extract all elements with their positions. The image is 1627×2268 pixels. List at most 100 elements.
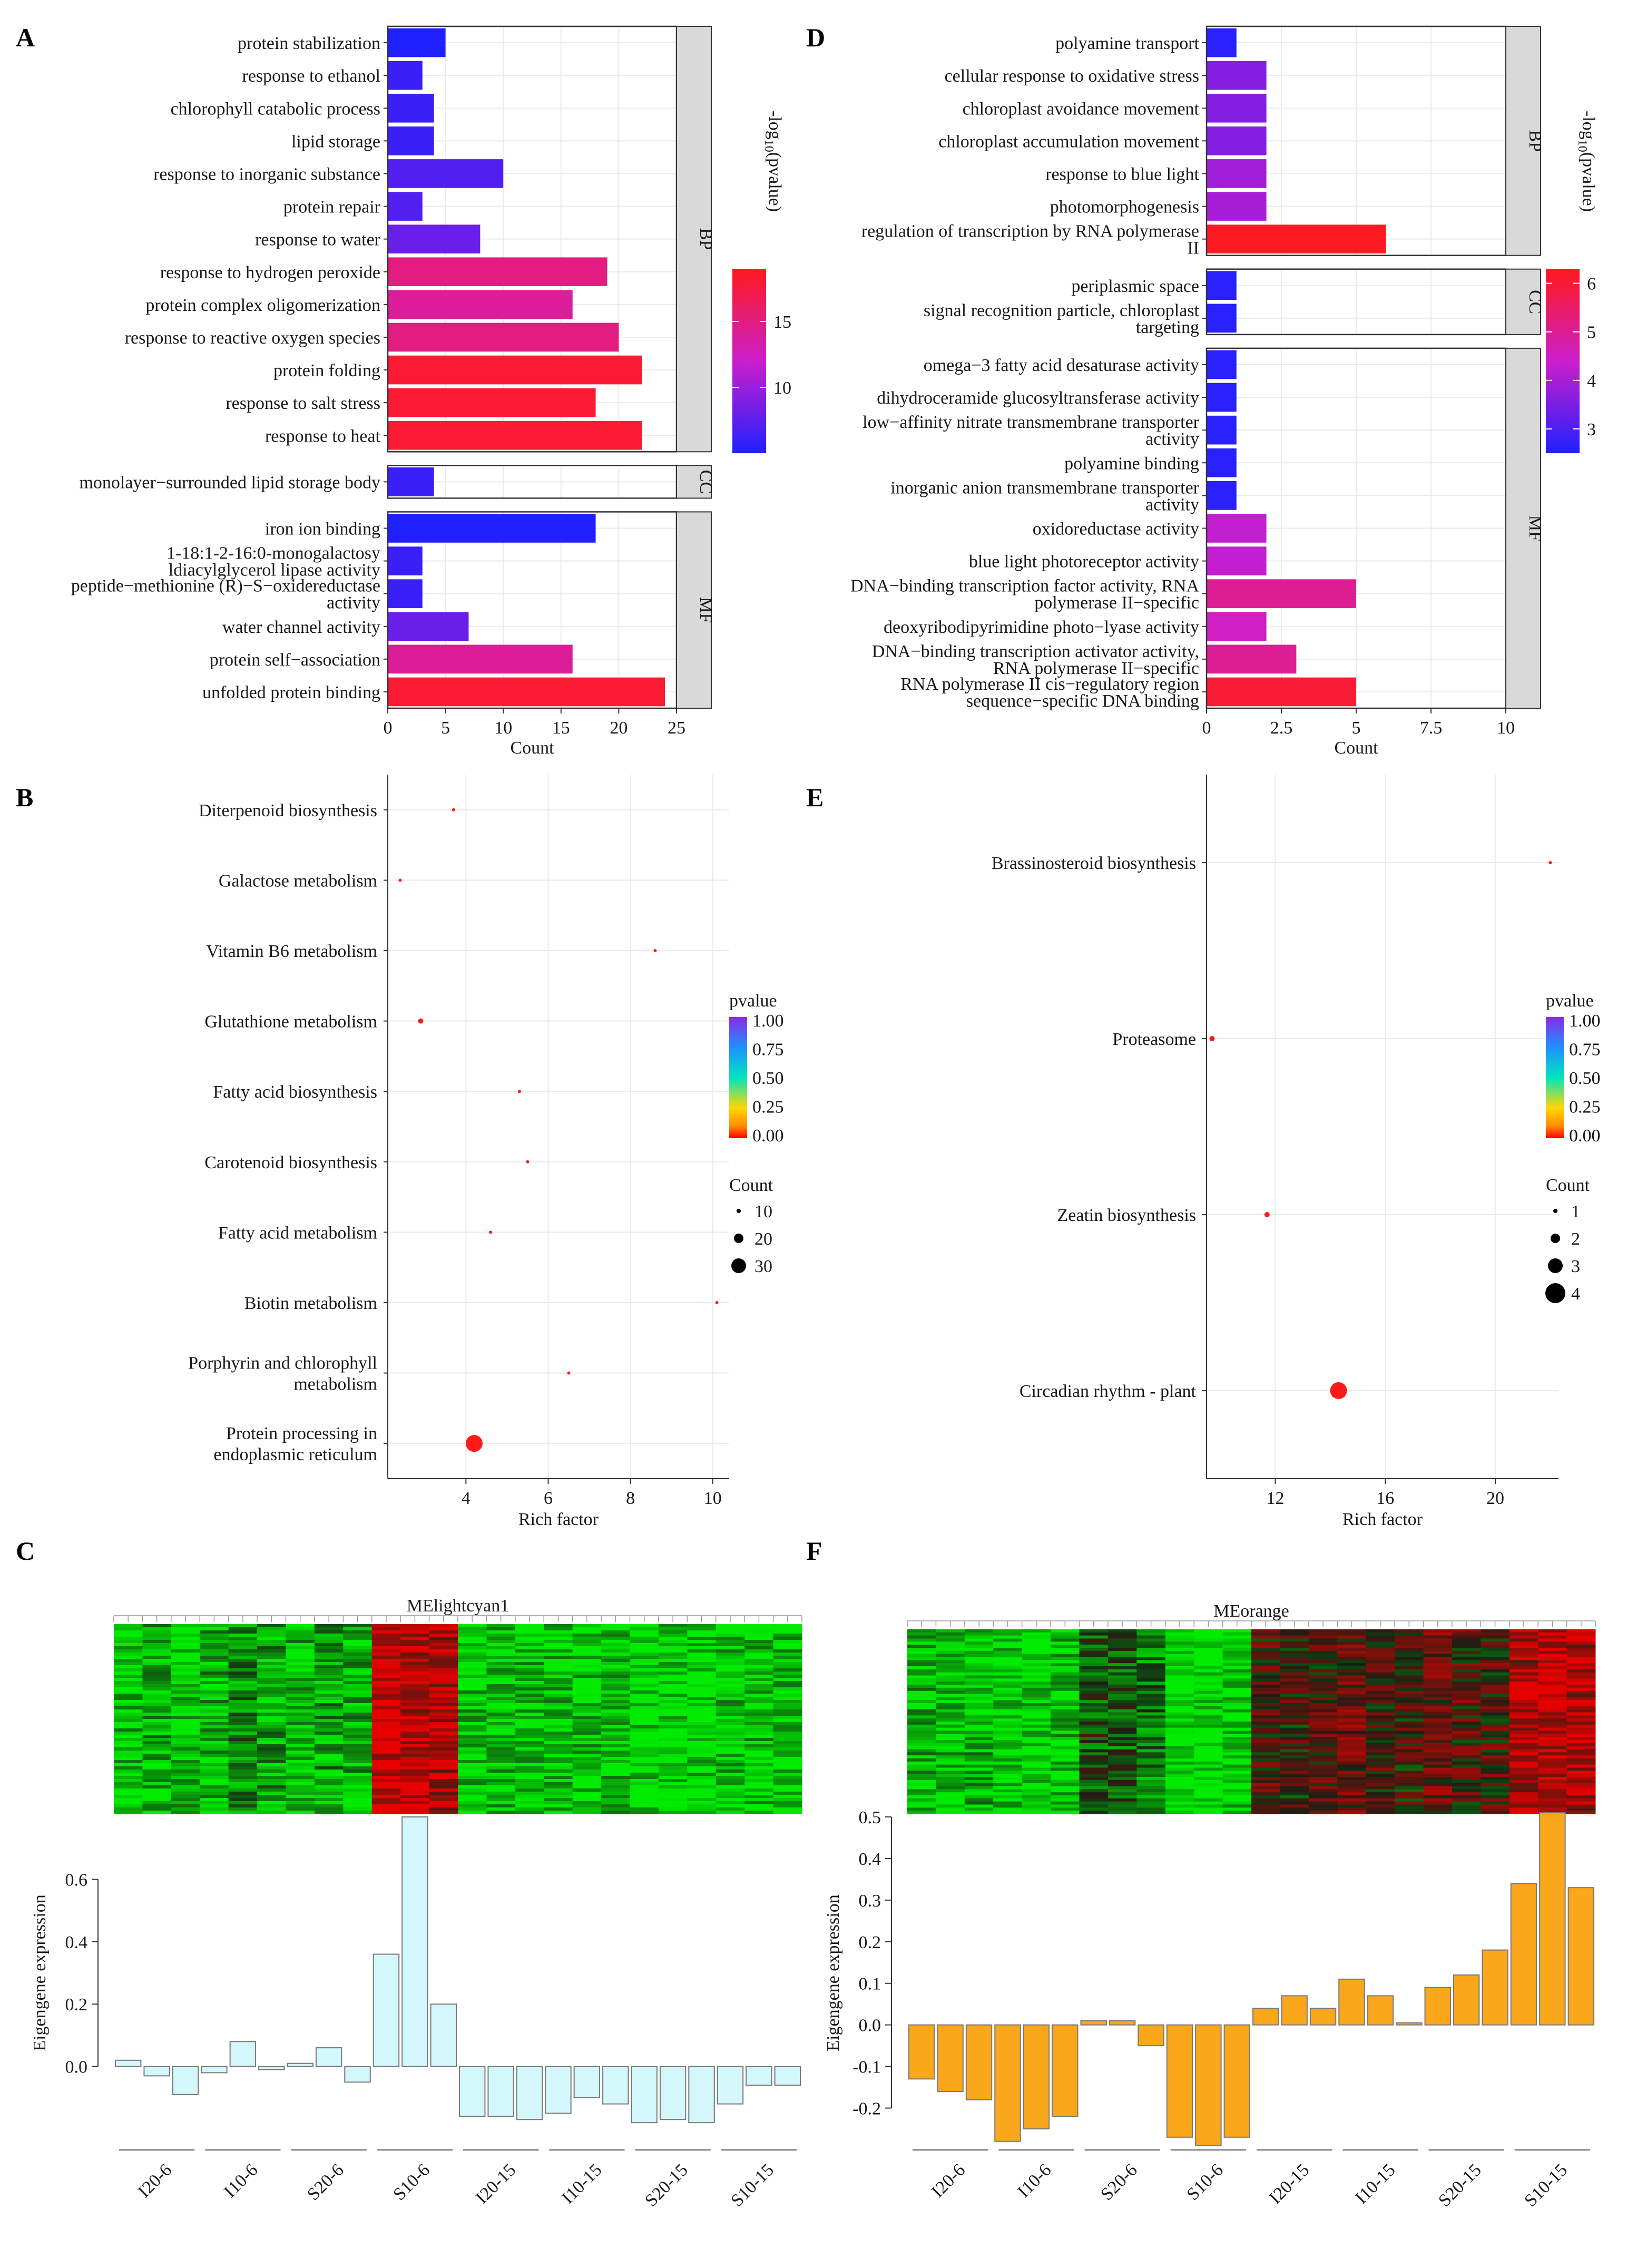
heatmap-cell bbox=[429, 1656, 458, 1659]
heatmap-cell bbox=[142, 1713, 172, 1716]
group-label: I20-6 bbox=[928, 2160, 969, 2201]
heatmap-cell bbox=[544, 1687, 573, 1691]
heatmap-cell bbox=[993, 1700, 1023, 1704]
heatmap-cell bbox=[371, 1725, 401, 1729]
heatmap-cell bbox=[601, 1690, 630, 1694]
heatmap-cell bbox=[314, 1630, 344, 1634]
heatmap-cell bbox=[114, 1801, 143, 1805]
heatmap-cell bbox=[1280, 1737, 1309, 1741]
heatmap-cell bbox=[400, 1725, 430, 1729]
heatmap-cell bbox=[1395, 1804, 1424, 1808]
heatmap-cell bbox=[486, 1690, 516, 1694]
heatmap-cell bbox=[1452, 1685, 1481, 1688]
bar-label: response to reactive oxygen species bbox=[125, 328, 380, 348]
heatmap-cell bbox=[343, 1807, 373, 1811]
heatmap-cell bbox=[1337, 1690, 1367, 1694]
heatmap-cell bbox=[486, 1773, 516, 1776]
heatmap-cell bbox=[114, 1643, 143, 1647]
heatmap-cell bbox=[142, 1700, 172, 1704]
eigengene-bar bbox=[401, 1816, 428, 2067]
heatmap-cell bbox=[1194, 1767, 1223, 1771]
heatmap-cell bbox=[1280, 1801, 1309, 1805]
heatmap-cell bbox=[658, 1779, 688, 1783]
heatmap-cell bbox=[1509, 1629, 1538, 1633]
heatmap-cell bbox=[228, 1785, 258, 1789]
heatmap-cell bbox=[572, 1738, 602, 1742]
heatmap-cell bbox=[400, 1697, 430, 1700]
heatmap-cell bbox=[716, 1732, 745, 1735]
eigengene-bar bbox=[659, 2066, 687, 2120]
heatmap-cell bbox=[1136, 1761, 1166, 1765]
heatmap-cell bbox=[907, 1669, 936, 1673]
heatmap-cell bbox=[1136, 1641, 1166, 1645]
heatmap-cell bbox=[1366, 1731, 1395, 1734]
eigengene-bar bbox=[965, 2024, 993, 2100]
heatmap-cell bbox=[1051, 1635, 1080, 1639]
heatmap-cell bbox=[716, 1754, 745, 1757]
heatmap-cell bbox=[400, 1719, 430, 1723]
heatmap-cell bbox=[1337, 1722, 1367, 1725]
heatmap-cell bbox=[936, 1641, 965, 1645]
heatmap-cell bbox=[286, 1782, 315, 1786]
heatmap-cell bbox=[936, 1669, 965, 1673]
heatmap-cell bbox=[993, 1672, 1023, 1676]
heatmap-cell bbox=[1538, 1654, 1567, 1657]
heatmap-cell bbox=[1509, 1660, 1538, 1664]
heatmap-cell bbox=[744, 1653, 774, 1656]
heatmap-cell bbox=[286, 1732, 315, 1735]
heatmap-cell bbox=[1136, 1734, 1166, 1737]
heatmap-cell bbox=[1452, 1764, 1481, 1768]
heatmap-cell bbox=[1222, 1672, 1252, 1676]
heatmap-cell bbox=[544, 1788, 573, 1792]
heatmap-cell bbox=[114, 1649, 143, 1653]
heatmap-cell bbox=[936, 1687, 965, 1692]
heatmap-cell bbox=[1366, 1650, 1395, 1655]
heatmap-cell bbox=[1538, 1650, 1567, 1655]
heatmap-cell bbox=[1452, 1687, 1481, 1692]
bar bbox=[388, 644, 573, 674]
heatmap-cell bbox=[257, 1779, 286, 1783]
heatmap-cell bbox=[1251, 1740, 1280, 1744]
heatmap-cell bbox=[1481, 1694, 1510, 1697]
heatmap-cell bbox=[1022, 1734, 1051, 1737]
heatmap-cell bbox=[114, 1671, 143, 1675]
heatmap-cell bbox=[228, 1659, 258, 1663]
heatmap-cell bbox=[1107, 1764, 1137, 1768]
heatmap-cell bbox=[1452, 1795, 1481, 1799]
heatmap-cell bbox=[1509, 1641, 1538, 1645]
heatmap-cell bbox=[744, 1684, 774, 1688]
heatmap-cell bbox=[1136, 1792, 1166, 1796]
heatmap-cell bbox=[1136, 1786, 1166, 1790]
heatmap-cell bbox=[343, 1744, 373, 1748]
heatmap-cell bbox=[142, 1668, 172, 1672]
heatmap-cell bbox=[964, 1761, 994, 1765]
heatmap-cell bbox=[1538, 1666, 1567, 1670]
heatmap-cell bbox=[1366, 1786, 1395, 1790]
heatmap-cell bbox=[486, 1795, 516, 1798]
x-tick-label: 15 bbox=[552, 718, 570, 738]
heatmap-cell bbox=[1194, 1727, 1223, 1731]
heatmap-cell bbox=[1509, 1700, 1538, 1704]
heatmap-cell bbox=[429, 1662, 458, 1666]
heatmap-cell bbox=[773, 1653, 802, 1656]
heatmap-cell bbox=[601, 1656, 630, 1659]
heatmap-cell bbox=[257, 1671, 286, 1675]
heatmap-cell bbox=[572, 1662, 602, 1666]
heatmap-cell bbox=[1538, 1678, 1567, 1682]
heatmap-cell bbox=[544, 1728, 573, 1732]
heatmap-cell bbox=[200, 1811, 229, 1814]
heatmap-cell bbox=[572, 1668, 602, 1672]
heatmap-cell bbox=[907, 1792, 936, 1796]
heatmap-cell bbox=[993, 1722, 1023, 1725]
heatmap-cell bbox=[658, 1735, 688, 1738]
heatmap-cell bbox=[1366, 1746, 1395, 1749]
heatmap-cell bbox=[486, 1637, 516, 1640]
heatmap-cell bbox=[1366, 1648, 1395, 1651]
bar-label: blue light photoreceptor activity bbox=[969, 552, 1199, 572]
heatmap-cell bbox=[1079, 1672, 1109, 1676]
heatmap-cell bbox=[1222, 1789, 1252, 1793]
heatmap-cell bbox=[371, 1627, 401, 1631]
heatmap-cell bbox=[773, 1735, 802, 1738]
heatmap-cell bbox=[572, 1649, 602, 1653]
legend-tick-label: 0.25 bbox=[752, 1098, 784, 1117]
